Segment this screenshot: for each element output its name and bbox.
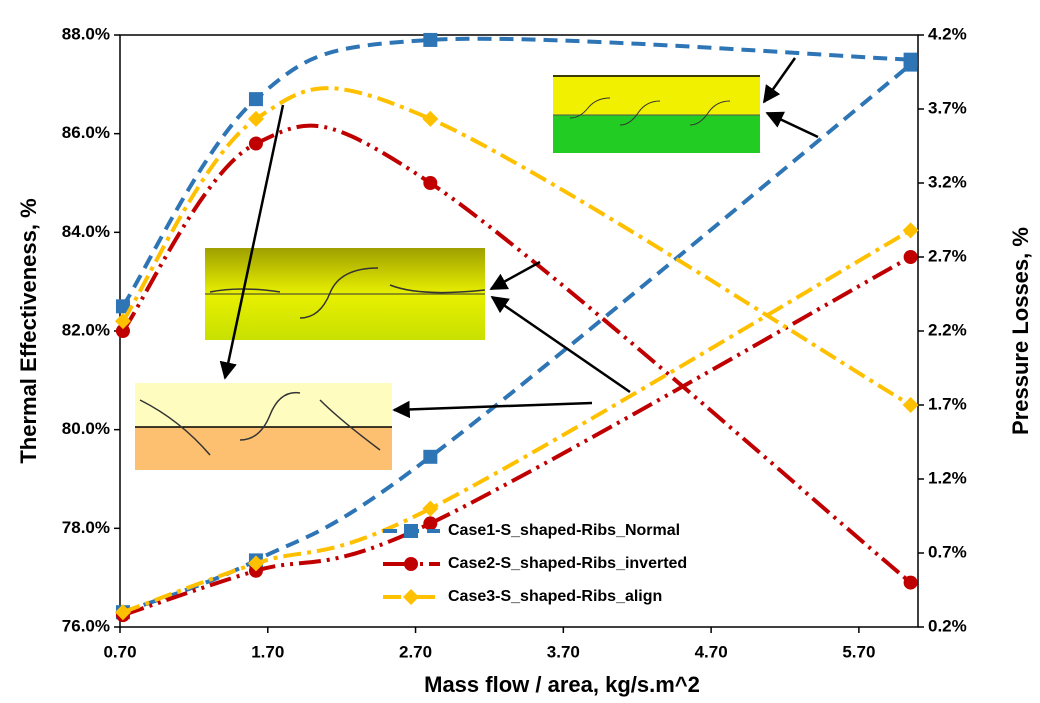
x-tick-label: 3.70 [547, 642, 580, 661]
legend-label: Case2-S_shaped-Ribs_inverted [448, 555, 687, 572]
y-tick-label: 76.0% [62, 616, 110, 635]
rib [569, 97, 731, 126]
marker [115, 299, 130, 314]
legend-marker [403, 589, 419, 605]
y2-tick-label: 1.7% [928, 394, 967, 413]
inset-bottom [135, 427, 392, 470]
inset-bottom [553, 115, 760, 153]
y2-tick-label: 1.2% [928, 468, 967, 487]
y-tick-label: 78.0% [62, 518, 110, 537]
legend-marker [404, 557, 418, 571]
marker [247, 555, 264, 572]
y2-tick-label: 0.7% [928, 542, 967, 561]
x-tick-label: 0.70 [103, 642, 136, 661]
x-tick-label: 1.70 [251, 642, 284, 661]
y2-tick-label: 3.7% [928, 98, 967, 117]
y-tick-label: 88.0% [62, 24, 110, 43]
inset-top [135, 383, 392, 427]
x-tick-label: 2.70 [399, 642, 432, 661]
y2-tick-label: 4.2% [928, 24, 967, 43]
marker [903, 575, 918, 590]
marker [248, 136, 263, 151]
marker [247, 110, 264, 127]
plot-area: 0.70 1.70 2.70 3.70 4.70 5.70 76.0% 78.0% 80.0% 8… [62, 24, 967, 661]
marker [115, 324, 130, 338]
line-pressure [122, 228, 912, 615]
rib [209, 267, 486, 319]
x-axis-title: Mass flow / area, kg/s.m^2 [424, 672, 700, 697]
y-tick-label: 82.0% [62, 320, 110, 339]
marker [423, 516, 438, 531]
y-tick-label: 80.0% [62, 419, 110, 438]
legend-label: Case3-S_shaped-Ribs_align [448, 588, 662, 605]
y-tick-label: 86.0% [62, 123, 110, 142]
legend: Case1-S_shaped-Ribs_Normal Case2-S_shaped… [383, 522, 687, 605]
marker [902, 397, 919, 413]
inset-top [553, 75, 760, 115]
marker [903, 57, 918, 72]
legend-marker [404, 524, 418, 538]
marker [423, 449, 438, 464]
rib [139, 391, 381, 456]
marker [902, 222, 919, 239]
x-tick-label: 4.70 [695, 642, 728, 661]
y2-tick-label: 0.2% [928, 616, 967, 635]
arrows [219, 57, 819, 419]
marker [248, 92, 263, 107]
marker [903, 250, 918, 264]
marker [422, 110, 439, 127]
y-axis-title: Thermal Effectiveness, % [16, 198, 41, 463]
marker [114, 313, 131, 330]
line-pressure [122, 255, 912, 618]
y2-tick-label: 3.2% [928, 172, 967, 191]
line-thermal [121, 86, 912, 407]
y2-tick-label: 2.2% [928, 320, 967, 339]
legend-label: Case1-S_shaped-Ribs_Normal [448, 522, 680, 539]
marker [423, 176, 438, 190]
line-thermal [121, 123, 912, 585]
y2-tick-label: 2.7% [928, 246, 967, 265]
y2-axis-title: Pressure Losses, % [1008, 227, 1033, 435]
insets [135, 57, 819, 470]
y-tick-label: 84.0% [62, 222, 110, 241]
line-thermal [121, 36, 911, 308]
marker [423, 32, 438, 47]
marker [422, 500, 439, 517]
x-tick-label: 5.70 [842, 642, 875, 661]
marker [114, 604, 131, 621]
